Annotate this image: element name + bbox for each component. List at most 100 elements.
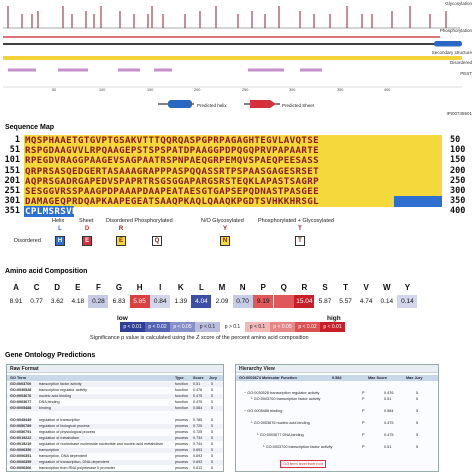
- hierarchy-node: └ GO:0003700 transcription factor activi…: [262, 445, 333, 449]
- raw-table-row[interactable]: GO:0030528 transcription regulator activi…: [7, 388, 223, 393]
- axis-tick-label: 250: [242, 88, 249, 92]
- hierarchy-title: Hierarchy View: [236, 365, 438, 373]
- hierarchy-header-max-jury: Max Jury: [406, 376, 423, 380]
- axis-tick-label: 150: [147, 88, 154, 92]
- aa-value: 5.57: [335, 295, 356, 308]
- axis-tick-label: 350: [337, 88, 344, 92]
- hierarchy-jury: 5: [416, 421, 419, 425]
- raw-cell: 5: [211, 436, 214, 440]
- disordered-strip: [24, 196, 442, 208]
- raw-cell: process: [175, 448, 188, 452]
- raw-table-row[interactable]: GO:0019219 regulation of nucleobase nucle…: [7, 442, 223, 447]
- sequence-residues: AQPRSGADRGAPEDVSPAPRTRSGSGGAPARGSRSTEQKL…: [25, 175, 320, 187]
- raw-cell: process: [175, 466, 188, 470]
- raw-cell: 5: [211, 400, 214, 404]
- legend-helix-box: H: [55, 236, 65, 246]
- legend-dis-box: E: [116, 236, 126, 246]
- raw-cell: 5: [211, 430, 214, 434]
- aa-value: 0.77: [26, 295, 47, 308]
- raw-cell: process: [175, 424, 188, 428]
- legend-glyco-box: N: [220, 236, 230, 246]
- disordered-label: Disordered: [449, 60, 472, 65]
- sequence-end: 350: [450, 196, 466, 207]
- significance-note: Significance p value is calculated using…: [90, 335, 309, 341]
- hierarchy-type: P: [362, 445, 365, 449]
- hierarchy-score: 0.475: [384, 433, 394, 437]
- sequence-map: 1 MQSPHAAETGTGVPTGSAKVTTTQQRQASPGPRPAGAGH…: [0, 135, 474, 218]
- raw-cell: 0.725: [193, 424, 203, 428]
- raw-cell: 5: [211, 454, 214, 458]
- aa-letter: A: [13, 283, 19, 292]
- raw-table-header: GO Term Type Score Jury: [7, 375, 223, 381]
- raw-table-row[interactable]: GO:0005488 binding function 0.584 5: [7, 406, 223, 411]
- raw-header-cell: Type: [175, 376, 184, 380]
- raw-cell: 5: [211, 424, 214, 428]
- aa-letter: P: [260, 283, 266, 292]
- raw-header-cell: Jury: [209, 376, 218, 380]
- disordered-strip: [24, 135, 442, 146]
- raw-table-row[interactable]: GO:0019222 regulation of metabolism proces…: [7, 436, 223, 441]
- raw-table-row[interactable]: GO:0003676 nucleic acid binding function 0.…: [7, 394, 223, 399]
- raw-table-row[interactable]: GO:0050789 regulation of biological proce…: [7, 424, 223, 429]
- raw-cell: GO:0006355: [10, 460, 32, 464]
- legend-pg-box: T: [295, 236, 305, 246]
- raw-cell: 0.785: [193, 418, 203, 422]
- scale-low-label: low: [117, 315, 128, 322]
- sequence-end: 400: [450, 206, 466, 217]
- raw-table-row[interactable]: GO:0006366 transcription from RNA polymer…: [7, 466, 223, 471]
- hierarchy-jury: 5: [416, 397, 419, 401]
- raw-cell: 0.584: [193, 406, 203, 410]
- raw-table-row[interactable]: GO:0003700 transcription factor activity f…: [7, 382, 223, 387]
- aa-letter: V: [363, 283, 369, 292]
- raw-table-row[interactable]: GO:0050791 regulation of physiological pr…: [7, 430, 223, 435]
- sequence-start: 251: [4, 186, 20, 196]
- feature-map-canvas: [3, 6, 462, 108]
- raw-table-row[interactable]: GO:0006351 transcription, DNA dependent pr…: [7, 454, 223, 459]
- hierarchy-type: P: [362, 391, 365, 395]
- axis-tick-label: 400: [384, 88, 391, 92]
- hierarchy-jury: 5: [416, 391, 419, 395]
- raw-cell: GO:0003676: [10, 394, 32, 398]
- raw-cell: 5: [211, 466, 214, 470]
- significance-cell: p < 0.1: [195, 322, 220, 332]
- raw-table-row[interactable]: GO:0006350 transcription process 0.693 5: [7, 448, 223, 453]
- hierarchy-node: − GO:0030528 transcription regulator act…: [244, 391, 320, 395]
- structure-helix: [434, 41, 462, 47]
- hierarchy-type: P: [362, 421, 365, 425]
- aa-value: 0.14: [397, 295, 418, 308]
- sequence-row: 151 QRPRSASQEDGERTASAAAGRAPPPASPQQASSRTPS…: [0, 165, 474, 178]
- aa-letter: E: [75, 283, 81, 292]
- sequence-row: 251 SESGGVRSSPAAGPDPAAAPDAAPEATAESGTGAPSE…: [0, 186, 474, 198]
- raw-cell: regulation of physiological process: [39, 430, 96, 434]
- raw-table-row[interactable]: GO:0003677 DNA binding function 0.475 5: [7, 400, 223, 405]
- phosphorylation-label: Phosphorylation: [439, 28, 472, 33]
- raw-cell: GO:0006351: [10, 454, 32, 458]
- raw-table-row[interactable]: GO:0006355 regulation of transcription, D…: [7, 460, 223, 465]
- secondary-structure-label: Secondary structure: [431, 50, 472, 55]
- raw-cell: regulation of transcription: [39, 418, 81, 422]
- raw-cell: function: [175, 388, 188, 392]
- aa-value: 3.62: [47, 295, 68, 308]
- legend-sheet-box: E: [82, 236, 92, 246]
- sequence-start: 351: [4, 206, 20, 217]
- raw-table-row[interactable]: GO:0045449 regulation of transcription pro…: [7, 418, 223, 423]
- sequence-row: 201 AQPRSGADRGAPEDVSPAPRTRSGSGGAPARGSRSTE…: [0, 175, 474, 188]
- raw-cell: 5: [211, 418, 214, 422]
- raw-cell: function: [175, 400, 188, 404]
- sequence-end: 50: [450, 135, 461, 145]
- aa-value: 0.28: [88, 295, 109, 308]
- raw-format-panel: Raw Format GO Term Type Score Jury GO:000370…: [6, 364, 224, 472]
- hierarchy-node: └ GO:0003676 nucleic acid binding: [250, 421, 310, 425]
- legend-phos-glyco-label: Phosphorylated + Glycosylated: [258, 218, 334, 224]
- aa-letter: Y: [404, 283, 411, 292]
- raw-cell: GO:0003700: [10, 382, 32, 386]
- sequence-legend: Helix Sheet Disordered Phosphorylated N/…: [0, 218, 474, 248]
- raw-cell: transcription from RNA polymerase II pro…: [39, 466, 116, 470]
- raw-cell: process: [175, 442, 188, 446]
- hierarchy-type: P: [362, 397, 365, 401]
- axis-tick-label: 100: [99, 88, 106, 92]
- sequence-row: 101 RPEGDVRAGGPAAGEVSAGPAATRSPNPAEQGRPEMQ…: [0, 155, 474, 167]
- aa-value: 9.19: [253, 295, 274, 308]
- sequence-residues: MQSPHAAETGTGVPTGSAKVTTTQQRQASPGPRPAGAGHT…: [25, 135, 320, 146]
- legend-phos-box: Q: [152, 236, 162, 246]
